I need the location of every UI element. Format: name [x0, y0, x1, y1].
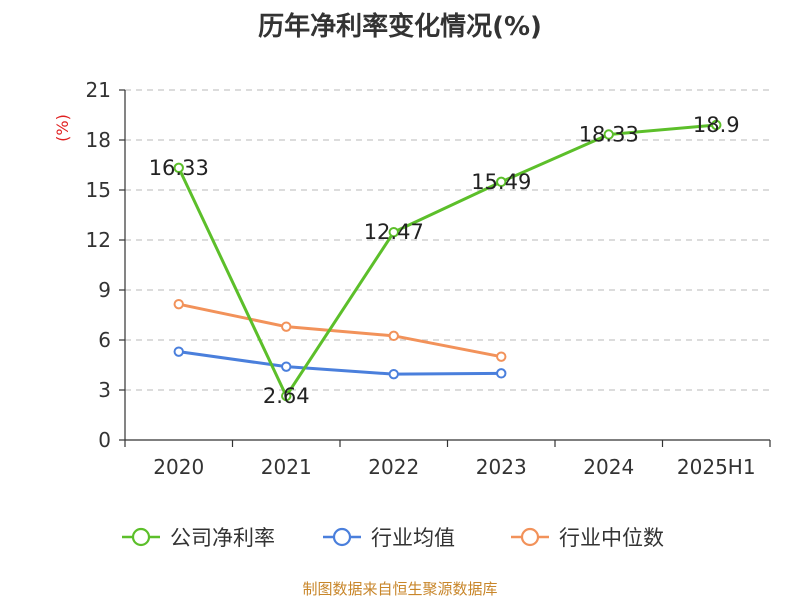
legend-label: 行业中位数 [559, 526, 664, 550]
data-point [173, 298, 184, 310]
y-tick-label: 12 [86, 228, 111, 252]
data-label: 18.33 [579, 123, 639, 147]
data-label: 18.9 [693, 113, 740, 137]
series-line [177, 123, 717, 398]
data-label: 2.64 [263, 384, 310, 408]
source-note: 制图数据来自恒生聚源数据库 [302, 580, 498, 598]
x-tick-label: 2021 [261, 455, 312, 479]
data-label: 12.47 [364, 220, 424, 244]
x-tick-label: 2022 [368, 455, 419, 479]
chart-title: 历年净利率变化情况(%) [258, 12, 542, 42]
x-tick-label: 2024 [583, 455, 634, 479]
legend: 公司净利率 行业均值 行业中位数 [122, 526, 664, 550]
y-tick-label: 18 [86, 128, 111, 152]
data-point [281, 361, 292, 372]
data-point [281, 321, 292, 332]
legend-marker [131, 527, 151, 547]
y-unit-label: (%) [53, 114, 72, 142]
y-tick-label: 0 [98, 428, 111, 452]
data-point [173, 162, 184, 174]
x-tick-label: 2025H1 [677, 455, 756, 479]
y-tick-label: 9 [98, 278, 111, 302]
legend-label: 公司净利率 [170, 526, 275, 550]
series-line [178, 350, 502, 376]
data-point [603, 129, 614, 140]
legend-label: 行业均值 [371, 526, 455, 550]
y-tick-label: 6 [98, 328, 111, 352]
grid-lines [125, 89, 770, 391]
series-lines [173, 119, 722, 402]
y-tick-label: 3 [98, 378, 111, 402]
legend-marker [520, 527, 540, 547]
x-tick-label: 2023 [476, 455, 527, 479]
data-point [281, 390, 292, 402]
x-tick-label: 2020 [153, 455, 204, 479]
y-tick-label: 15 [86, 178, 111, 202]
data-point [496, 368, 507, 379]
y-tick-label: 21 [86, 78, 111, 102]
data-point [388, 226, 399, 238]
legend-marker [332, 527, 352, 547]
data-point [388, 330, 399, 342]
data-point [173, 346, 184, 357]
data-label: 16.33 [149, 156, 209, 180]
data-point [496, 176, 507, 188]
data-point [388, 368, 399, 380]
data-point [496, 351, 507, 362]
axes: 0 3 6 9 12 15 18 21 2020 2021 2022 2023 2024 2025H1 [86, 78, 771, 479]
data-point [711, 119, 722, 131]
data-label: 15.49 [471, 170, 531, 194]
data-labels: 16.33 2.64 12.47 15.49 18.33 18.9 [149, 113, 740, 408]
series-line [178, 302, 502, 359]
